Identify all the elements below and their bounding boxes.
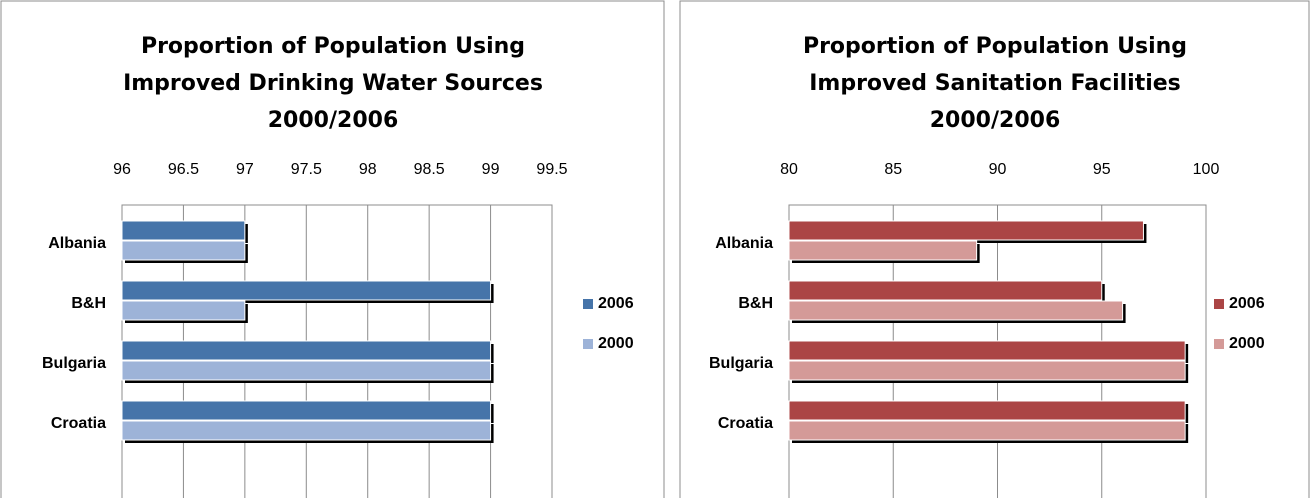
x-tick-label: 99.5 (536, 161, 567, 178)
x-tick-label: 96 (113, 161, 131, 178)
bar (788, 420, 1186, 441)
panel-border (679, 0, 1310, 498)
legend-swatch (1214, 339, 1224, 349)
x-tick-label: 95 (1093, 161, 1111, 178)
y-tick-label: Croatia (51, 415, 106, 432)
y-tick-label: Albania (715, 235, 773, 252)
x-tick-label: 97.5 (291, 161, 322, 178)
x-tick-label: 100 (1193, 161, 1220, 178)
chart-title: Proportion of Population Using Improved … (123, 34, 543, 133)
bar (788, 340, 1186, 361)
bar (121, 220, 246, 241)
bar (121, 400, 492, 421)
chart-title: Proportion of Population Using Improved … (802, 34, 1188, 133)
legend-swatch (1214, 299, 1224, 309)
y-tick-label: Bulgaria (42, 355, 106, 372)
legend-label: 2006 (1229, 295, 1265, 312)
bar (121, 340, 492, 361)
x-tick-label: 96.5 (168, 161, 199, 178)
legend-label: 2000 (1229, 335, 1265, 352)
bar (121, 360, 492, 381)
bar (121, 280, 492, 301)
x-tick-label: 99 (482, 161, 500, 178)
panel-border (0, 0, 665, 498)
bar (121, 240, 246, 261)
y-tick-label: Croatia (718, 415, 773, 432)
x-tick-label: 90 (989, 161, 1007, 178)
legend-swatch (583, 339, 593, 349)
x-tick-label: 98.5 (414, 161, 445, 178)
bar (788, 220, 1144, 241)
bar (788, 400, 1186, 421)
legend-label: 2006 (598, 295, 634, 312)
y-tick-label: Bulgaria (709, 355, 773, 372)
x-tick-label: 98 (359, 161, 377, 178)
y-tick-label: B&H (71, 295, 106, 312)
bar (121, 420, 492, 441)
x-tick-label: 85 (884, 161, 902, 178)
legend-label: 2000 (598, 335, 634, 352)
bar (121, 300, 246, 321)
x-tick-label: 80 (780, 161, 798, 178)
bar (788, 240, 978, 261)
x-tick-label: 97 (236, 161, 254, 178)
legend-swatch (583, 299, 593, 309)
y-tick-label: Albania (48, 235, 106, 252)
y-tick-label: B&H (738, 295, 773, 312)
bar (788, 300, 1124, 321)
bar (788, 280, 1103, 301)
bar (788, 360, 1186, 381)
